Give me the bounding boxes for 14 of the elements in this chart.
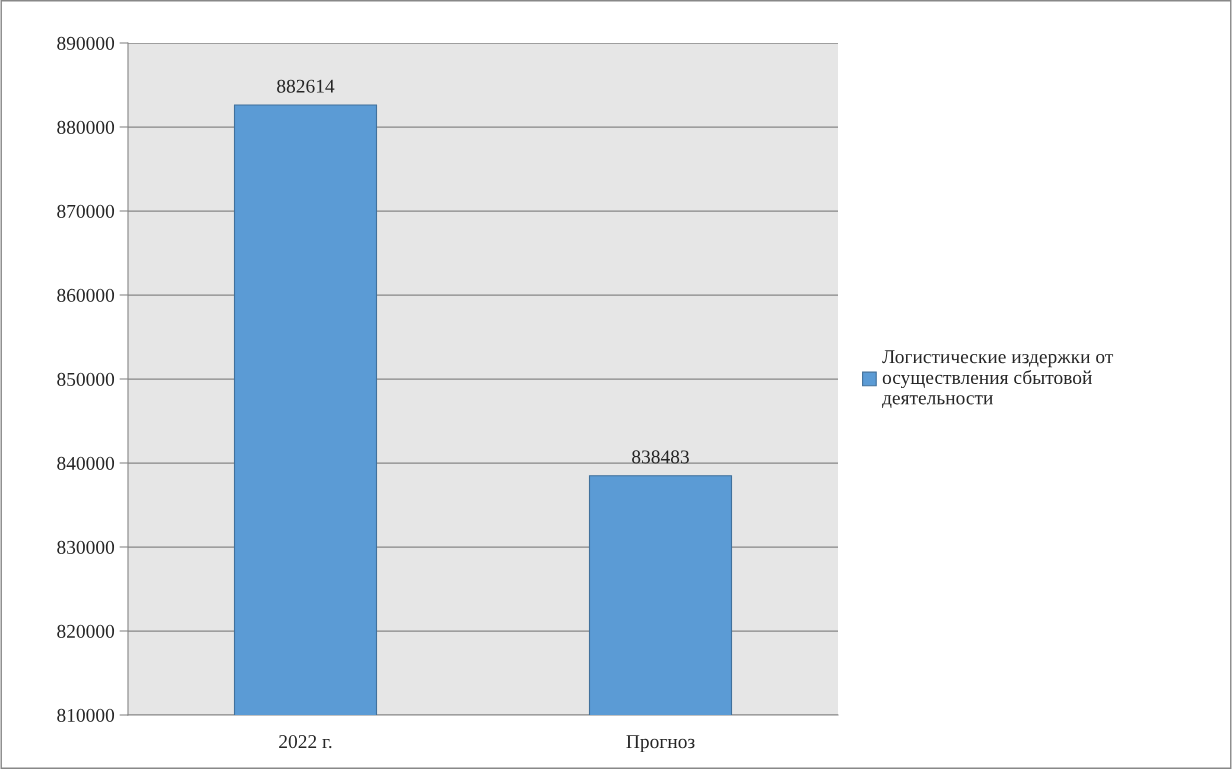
y-tick-label: 820000: [57, 624, 115, 638]
y-tick-label: 830000: [57, 540, 115, 554]
x-tick-label: 2022 г.: [279, 735, 332, 749]
y-tick-label: 880000: [57, 120, 115, 134]
y-tick-label: 840000: [57, 456, 115, 470]
x-tick-label: Прогноз: [626, 735, 695, 753]
y-tick-label: 810000: [57, 708, 115, 722]
data-label: 882614: [277, 79, 335, 93]
y-tick-label: 870000: [57, 204, 115, 218]
data-label: 838483: [632, 450, 689, 464]
legend-label: Логистические издержки от осуществления сбытовой деятельности: [882, 350, 1114, 409]
y-tick-label: 850000: [57, 372, 115, 386]
y-tick-label: 890000: [57, 36, 115, 50]
y-tick-label: 860000: [57, 288, 115, 302]
